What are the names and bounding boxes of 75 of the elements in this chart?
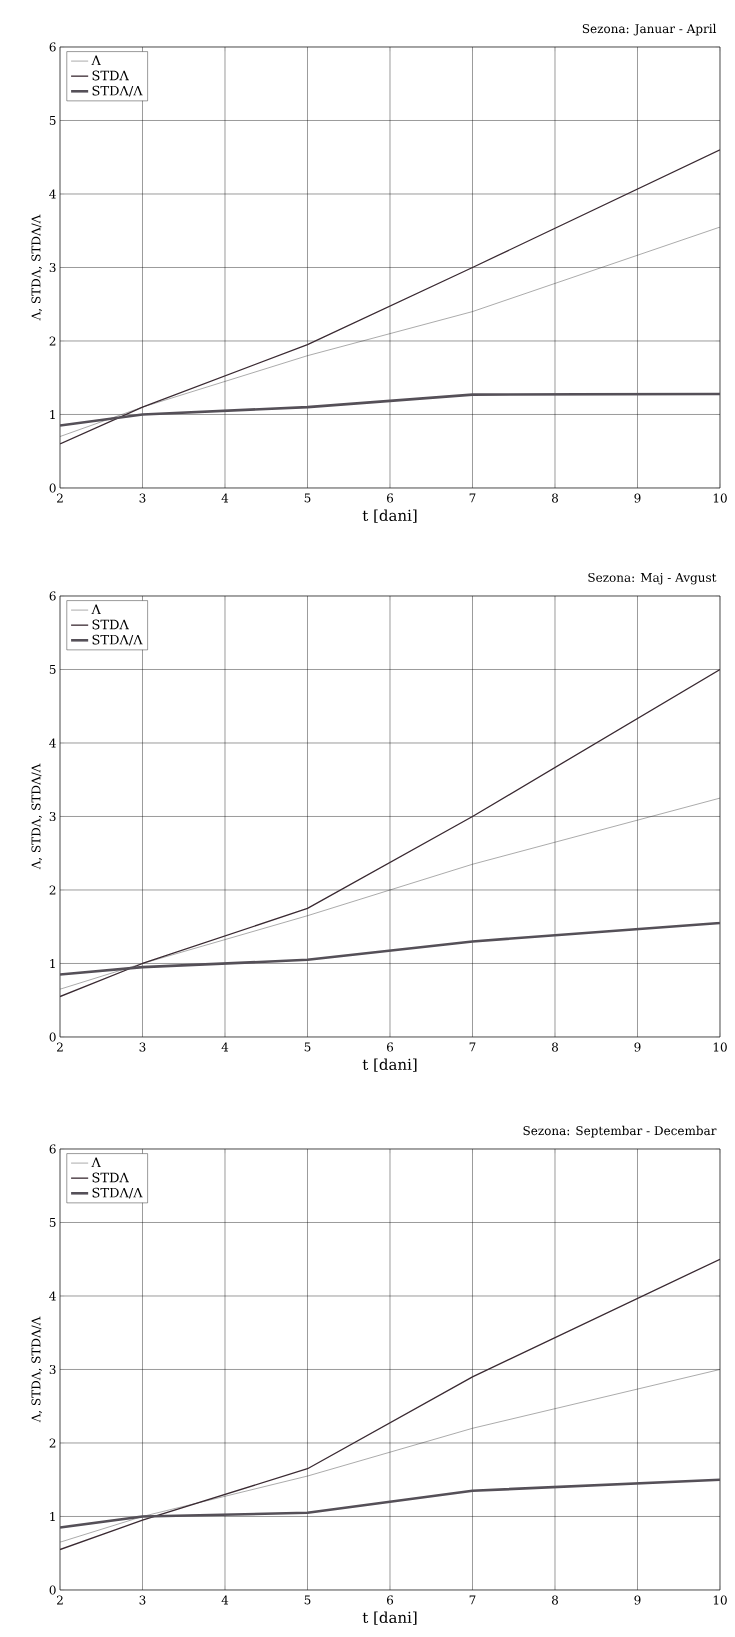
x-axis-title: t [dani] — [362, 1058, 417, 1072]
x-tick-label: 8 — [551, 493, 558, 503]
x-tick-label: 4 — [221, 493, 229, 503]
x-tick-label: 8 — [551, 1042, 558, 1052]
y-tick-label: 5 — [49, 665, 56, 674]
y-tick-label: 3 — [49, 262, 56, 273]
y-tick-label: 0 — [49, 1585, 56, 1595]
y-tick-label: 3 — [49, 811, 56, 822]
legend-label: Λ — [91, 1157, 101, 1168]
line-series — [60, 797, 720, 990]
legend-label: STDΛ/Λ — [92, 85, 143, 97]
x-tick-label: 10 — [713, 1595, 727, 1605]
line-series — [60, 1478, 720, 1529]
x-tick-label: 4 — [221, 1595, 229, 1605]
x-tick-label: 5 — [304, 1595, 311, 1605]
y-tick-label: 4 — [49, 738, 56, 748]
x-tick-label: 2 — [57, 1042, 63, 1052]
chart-title: Sezona: Januar - April — [582, 23, 717, 36]
x-tick-label: 3 — [139, 1042, 146, 1052]
line-series — [60, 149, 720, 445]
y-axis-title: Λ, STDΛ, STDΛ/Λ — [31, 214, 42, 321]
x-tick-label: 5 — [304, 493, 311, 503]
y-tick-label: 2 — [49, 1438, 56, 1448]
y-tick-label: 6 — [49, 1144, 56, 1154]
x-tick-label: 7 — [469, 1042, 476, 1052]
line-series — [60, 226, 720, 437]
y-tick-label: 4 — [49, 1291, 56, 1301]
y-tick-label: 4 — [49, 189, 56, 199]
x-tick-label: 3 — [139, 1595, 146, 1605]
x-tick-label: 8 — [551, 1595, 558, 1605]
y-tick-label: 5 — [49, 116, 56, 125]
x-tick-label: 7 — [469, 1595, 476, 1605]
x-tick-label: 6 — [386, 1042, 394, 1052]
x-tick-label: 10 — [713, 493, 727, 503]
x-tick-label: 3 — [139, 493, 146, 503]
y-tick-label: 2 — [49, 885, 56, 895]
legend-label: STDΛ — [92, 619, 129, 630]
y-tick-label: 6 — [49, 42, 56, 52]
line-series — [60, 1369, 720, 1543]
y-tick-label: 5 — [49, 1218, 56, 1227]
legend-label: STDΛ/Λ — [92, 1187, 143, 1199]
y-axis-title: Λ, STDΛ, STDΛ/Λ — [31, 1316, 42, 1423]
y-tick-label: 0 — [49, 483, 56, 493]
line-series — [60, 921, 720, 976]
x-tick-label: 6 — [386, 493, 394, 503]
y-tick-label: 2 — [49, 336, 56, 346]
y-tick-label: 1 — [50, 959, 55, 968]
x-tick-label: 9 — [634, 1042, 641, 1052]
x-tick-label: 6 — [386, 1595, 394, 1605]
line-series — [60, 668, 720, 998]
x-axis-title: t [dani] — [362, 509, 417, 523]
legend-label: Λ — [91, 604, 101, 615]
x-tick-label: 7 — [469, 493, 476, 503]
x-tick-label: 4 — [221, 1042, 229, 1052]
y-axis-title: Λ, STDΛ, STDΛ/Λ — [31, 763, 42, 870]
y-tick-label: 3 — [49, 1364, 56, 1375]
x-tick-label: 9 — [634, 493, 641, 503]
line-series — [60, 1258, 720, 1551]
legend-label: Λ — [91, 55, 101, 66]
x-tick-label: 5 — [304, 1042, 311, 1052]
chart-title: Sezona: Septembar - Decembar — [523, 1125, 717, 1138]
legend-label: STDΛ — [92, 70, 129, 81]
x-tick-label: 10 — [713, 1042, 727, 1052]
x-tick-label: 9 — [634, 1595, 641, 1605]
legend-label: STDΛ — [92, 1172, 129, 1183]
x-tick-label: 2 — [57, 1595, 63, 1605]
y-tick-label: 1 — [50, 1512, 55, 1521]
chart-title: Sezona: Maj - Avgust — [588, 572, 717, 585]
y-tick-label: 1 — [50, 410, 55, 419]
y-tick-label: 6 — [49, 591, 56, 601]
x-tick-label: 2 — [57, 493, 63, 503]
line-series — [60, 392, 720, 427]
legend-label: STDΛ/Λ — [92, 634, 143, 646]
y-tick-label: 0 — [49, 1032, 56, 1042]
x-axis-title: t [dani] — [362, 1611, 417, 1625]
